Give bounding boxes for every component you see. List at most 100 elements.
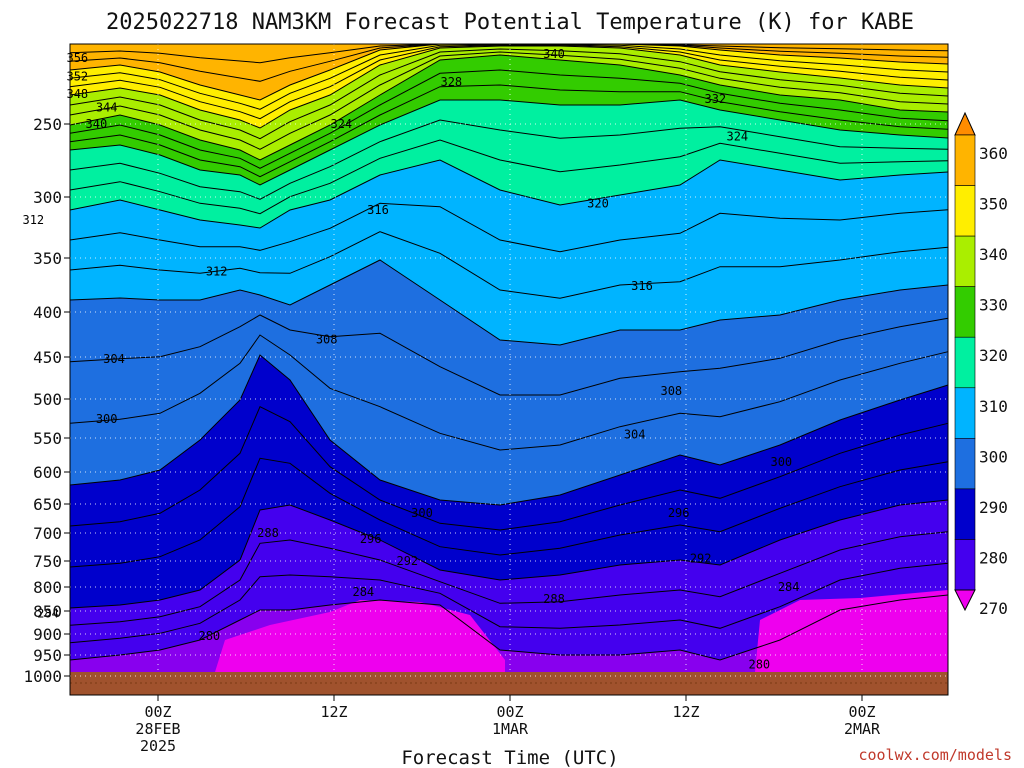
- layer-320-330: [70, 100, 948, 228]
- contour-label: 280: [198, 629, 220, 643]
- isentrope-line: [69, 231, 949, 299]
- isentrope-line: [69, 499, 949, 609]
- contour-label: 300: [96, 412, 118, 426]
- colorbar-arrow-top: [954, 111, 976, 136]
- contour-label: 328: [440, 75, 462, 89]
- axes: 250 300 350 400 450 500 550 600 650 700 750 800 850 9…: [23, 115, 881, 755]
- contour-label: 284: [778, 580, 800, 594]
- credit-text: coolwx.com/models: [858, 746, 1012, 764]
- colorbar-band: [954, 336, 976, 389]
- isentrope-line: [69, 119, 949, 200]
- contour-label: 308: [660, 384, 682, 398]
- colorbar-band: [954, 488, 976, 540]
- isentrope-line: [69, 354, 949, 506]
- y-tick-label: 400: [33, 303, 62, 322]
- layer-270-280-pool: [755, 590, 948, 672]
- x-axis-label: Forecast Time (UTC): [401, 747, 618, 768]
- isentrope-line: [69, 54, 949, 161]
- plot-area: 356 352 348 344 340 312 312 324 328 340 332 324 316 3…: [22, 43, 949, 696]
- isentrope-line: [69, 457, 949, 568]
- isentrope-line: [69, 531, 949, 626]
- layer-300-310: [70, 260, 948, 505]
- contour-label: 324: [330, 117, 352, 131]
- y-tick-label: 800: [33, 578, 62, 597]
- colorbar-label: 350: [979, 195, 1008, 214]
- contour-label: 296: [668, 506, 690, 520]
- y-tick-label: 850: [33, 602, 62, 621]
- layer-270-280-pool: [215, 600, 505, 672]
- contour-label: 348: [66, 87, 88, 101]
- isentrope-line: [69, 48, 949, 140]
- isentrope-line: [69, 334, 949, 451]
- contour-label: 292: [396, 554, 418, 568]
- contour-label: 356: [66, 51, 88, 65]
- y-tick-label: 650: [33, 495, 62, 514]
- x-tick-label: 00Z: [848, 703, 875, 721]
- contour-label: 320: [587, 197, 609, 211]
- isentrope-line: [69, 44, 949, 120]
- isentrope-line: [69, 594, 949, 661]
- colorbar-band: [954, 387, 976, 439]
- contour-label: 284: [37, 606, 59, 620]
- x-tick-label: 28FEB: [135, 720, 180, 738]
- isentrope-line: [69, 99, 949, 186]
- chart-title: 2025022718 NAM3KM Forecast Potential Tem…: [106, 10, 914, 35]
- contour-label: 308: [316, 333, 338, 347]
- colorbar-label: 340: [979, 245, 1008, 264]
- isentrope-line: [69, 51, 949, 150]
- contour-label: 316: [367, 203, 389, 217]
- layer-310-320: [70, 160, 948, 345]
- x-tick-label: 1MAR: [492, 720, 529, 738]
- colorbar-band: [954, 539, 976, 591]
- contour-label: 284: [352, 585, 374, 599]
- plot-frame: [69, 43, 949, 696]
- y-tick-label: 350: [33, 249, 62, 268]
- colorbar-band: [954, 438, 976, 490]
- contour-label: 300: [770, 455, 792, 469]
- colorbar-band: [954, 134, 976, 186]
- contour-label: 312: [22, 213, 44, 227]
- colorbar-band: [954, 185, 976, 237]
- colorbar-band: [954, 286, 976, 338]
- colorbar-label: 310: [979, 397, 1008, 416]
- colorbar: 360 350 340 330 320 310 300 290 280 270: [954, 111, 1008, 618]
- isentrope-line: [69, 406, 949, 531]
- colorbar-label: 300: [979, 447, 1008, 466]
- isentrope-line: [69, 159, 949, 229]
- contour-label: 352: [66, 69, 88, 83]
- colorbar-label: 330: [979, 296, 1008, 315]
- contour-label: 280: [748, 657, 770, 671]
- y-tick-label: 700: [33, 524, 62, 543]
- isentrope-line: [69, 69, 949, 169]
- y-tick-label: 300: [33, 188, 62, 207]
- isentrope-line: [69, 314, 949, 396]
- contour-label: 300: [411, 506, 433, 520]
- colorbar-label: 270: [979, 599, 1008, 618]
- colorbar-arrow-bottom: [954, 589, 976, 612]
- isentrope-line: [69, 259, 949, 346]
- x-tick-label: 12Z: [320, 703, 347, 721]
- y-tick-label: 500: [33, 390, 62, 409]
- colorbar-label: 290: [979, 498, 1008, 517]
- colorbar-label: 320: [979, 346, 1008, 365]
- contour-label: 324: [726, 130, 748, 144]
- contour-label: 340: [543, 47, 565, 61]
- colorbar-band: [954, 235, 976, 287]
- x-tick-label: 2025: [140, 737, 176, 755]
- contour-label: 288: [257, 526, 279, 540]
- y-tick-label: 900: [33, 625, 62, 644]
- contour-label: 312: [206, 265, 228, 279]
- contour-label: 340: [86, 117, 108, 131]
- ground: [70, 672, 948, 695]
- contour-label: 296: [360, 532, 382, 546]
- isentrope-line: [69, 84, 949, 178]
- isentrope-line: [69, 45, 949, 129]
- colorbar-label: 360: [979, 144, 1008, 163]
- contour-label: 304: [624, 427, 646, 441]
- colorbar-label: 280: [979, 548, 1008, 567]
- isentrope-line: [69, 44, 949, 110]
- x-tick-label: 2MAR: [844, 720, 881, 738]
- x-tick-label: 00Z: [496, 703, 523, 721]
- y-tick-label: 600: [33, 463, 62, 482]
